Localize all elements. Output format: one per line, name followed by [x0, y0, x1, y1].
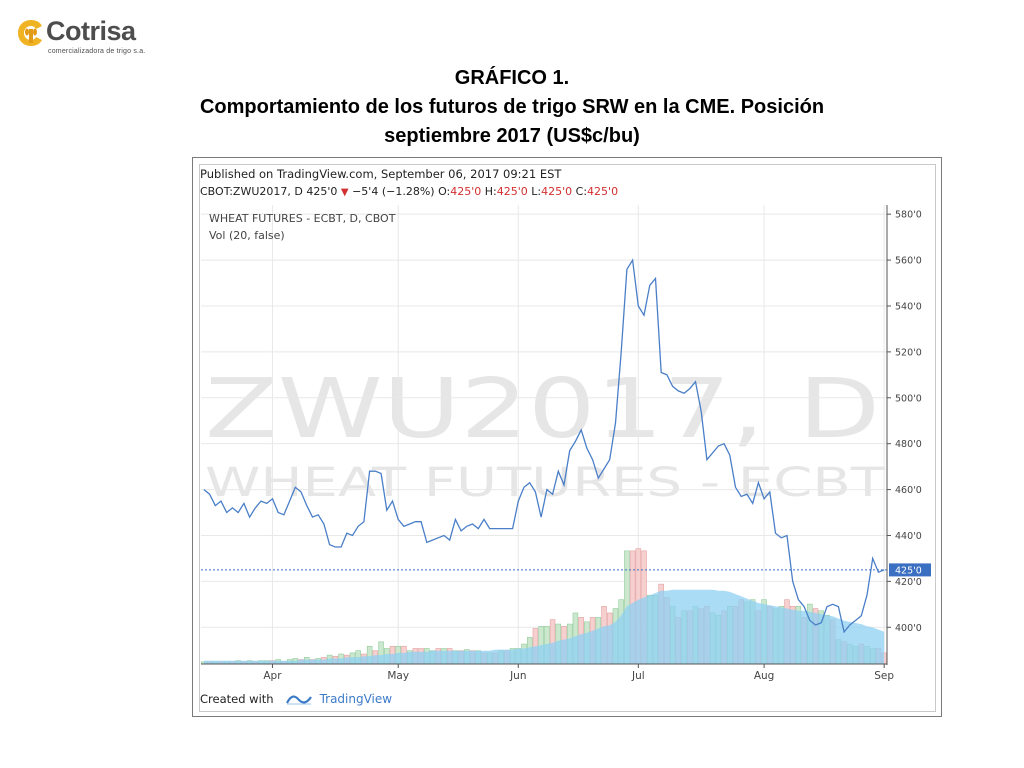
- published-line: Published on TradingView.com, September …: [200, 167, 562, 181]
- high-value: 425'0: [496, 185, 528, 198]
- symbol-quote-line: CBOT:ZWU2017, D 425'0 ▼ −5'4 (−1.28%) O:…: [200, 185, 618, 198]
- footer-credit: Created with TradingView: [200, 692, 392, 706]
- price-tick-label: 440'0: [895, 531, 922, 542]
- price-tick-label: 540'0: [895, 301, 922, 312]
- cotrisa-logo: Cotrisa comercializadora de trigo s.a.: [16, 14, 166, 58]
- close-label: C:: [575, 185, 588, 198]
- low-label: L:: [531, 185, 542, 198]
- price-tick-label: 580'0: [895, 210, 922, 221]
- heading-line-1: GRÁFICO 1.: [454, 67, 570, 89]
- heading-line-3: septiembre 2017 (US$c/bu): [384, 125, 640, 147]
- logo-tagline: comercializadora de trigo s.a.: [48, 48, 146, 55]
- last-price-tag: 425'0: [889, 563, 931, 577]
- created-with-label: Created with: [200, 692, 274, 706]
- price-axis: 400'0 420'0 440'0 460'0 480'0 500'0 520'0 540'0…: [886, 205, 922, 665]
- open-value: 425'0: [450, 185, 482, 198]
- price-line: [203, 258, 885, 634]
- price-tick-label: 560'0: [895, 256, 922, 267]
- time-tick-label: Jul: [631, 670, 645, 682]
- volume-ma-area: [203, 589, 885, 664]
- tradingview-logo-icon: [285, 695, 312, 705]
- price-tick-label: 520'0: [895, 347, 922, 358]
- time-tick-label: Apr: [263, 670, 282, 682]
- figure-heading: GRÁFICO 1. Comportamiento de los futuros…: [150, 64, 874, 151]
- symbol-name: CBOT:ZWU2017, D: [200, 185, 303, 198]
- price-tick-label: 460'0: [895, 485, 922, 496]
- close-value: 425'0: [587, 185, 619, 198]
- high-label: H:: [484, 185, 497, 198]
- last-price-tag-bg: [889, 563, 931, 577]
- watermark: ZWU2017, D WHEAT FUTURES - ECBT: [205, 362, 886, 506]
- time-tick-label: Sep: [874, 670, 894, 682]
- price-tick-label: 500'0: [895, 393, 922, 404]
- grid-lines: [201, 205, 887, 664]
- tradingview-brand: TradingView: [319, 692, 393, 706]
- time-tick-label: Aug: [754, 670, 775, 682]
- legend-title: WHEAT FUTURES - ECBT, D, CBOT: [209, 212, 396, 225]
- watermark-symbol: ZWU2017, D: [205, 362, 880, 457]
- price-tick-label: 420'0: [895, 577, 922, 588]
- time-tick-label: Jun: [509, 670, 526, 682]
- low-value: 425'0: [541, 185, 573, 198]
- time-tick-label: May: [387, 670, 409, 682]
- heading-line-2: Comportamiento de los futuros de trigo S…: [199, 96, 825, 118]
- last-price: 425'0: [306, 185, 338, 198]
- down-triangle-icon: ▼: [340, 187, 349, 198]
- legend-volume: Vol (20, false): [209, 229, 285, 242]
- price-tick-label: 480'0: [895, 439, 922, 450]
- time-axis: Apr May Jun Jul Aug Sep: [201, 663, 894, 682]
- price-tick-label: 400'0: [895, 623, 922, 634]
- last-price-tag-text: 425'0: [895, 565, 922, 576]
- open-label: O:: [438, 185, 451, 198]
- wheat-logo-icon: [18, 20, 42, 46]
- price-change: −5'4 (−1.28%): [352, 185, 435, 198]
- logo-name: Cotrisa: [46, 16, 136, 46]
